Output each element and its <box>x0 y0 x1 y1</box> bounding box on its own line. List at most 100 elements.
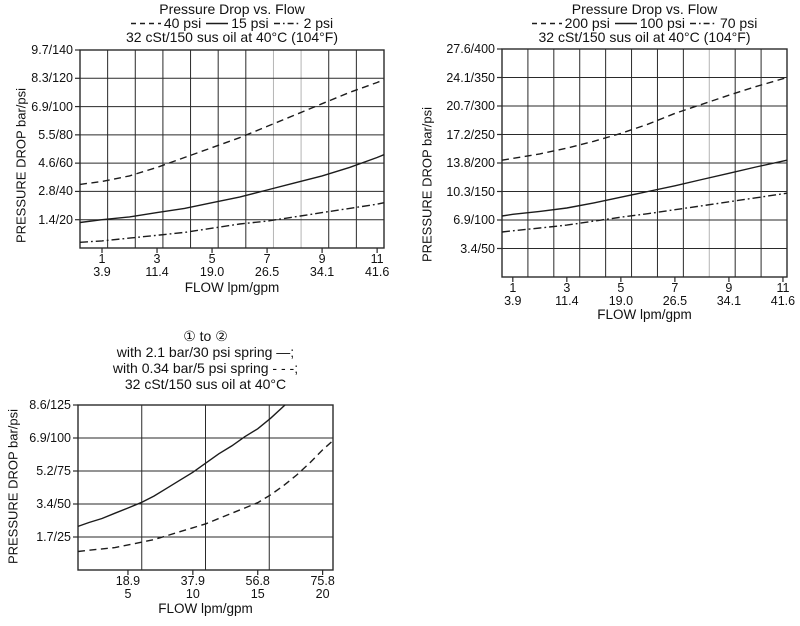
legend-item: 100 psi <box>614 15 685 31</box>
y-tick-label: 1.4/20 <box>38 212 73 227</box>
x-tick-top-value: 3 <box>153 252 161 266</box>
x-tick-label: 18.9 5 <box>98 575 158 601</box>
y-tick-label: 20.7/300 <box>446 99 495 113</box>
x-tick-top-value: 37.9 <box>180 574 206 588</box>
x-tick-bottom-value: 19.0 <box>608 294 634 308</box>
x-tick-bottom-value: 34.1 <box>309 265 335 279</box>
x-tick-bottom-value: 34.1 <box>716 294 742 308</box>
x-tick-label: 3 11.4 <box>537 282 597 308</box>
x-tick-top-value: 1 <box>509 281 517 295</box>
y-tick-label: 8.3/120 <box>31 71 73 86</box>
y-tick-label: 3.4/50 <box>36 497 71 511</box>
legend-item: 2 psi <box>273 15 334 31</box>
chart1-legend: 40 psi 15 psi 2 psi <box>70 15 394 31</box>
x-tick-label: 3 11.4 <box>127 253 187 279</box>
x-tick-label: 11 41.6 <box>753 282 800 308</box>
chart2-legend: 200 psi 100 psi 70 psi <box>477 15 800 31</box>
legend-line-sample-dashdot <box>689 22 717 24</box>
chart3-title-ports: ① to ② <box>183 328 228 344</box>
chart1-title: Pressure Drop vs. Flow <box>159 1 305 17</box>
x-tick-label: 7 26.5 <box>237 253 297 279</box>
y-tick-label: 24.1/350 <box>446 70 495 85</box>
x-tick-bottom-value: 15 <box>250 587 265 601</box>
legend-label: 200 psi <box>564 15 610 31</box>
y-tick-label: 3.4/50 <box>460 241 495 256</box>
x-tick-top-value: 9 <box>318 252 326 266</box>
y-tick-label: 6.9/100 <box>31 99 73 114</box>
plot-border <box>79 49 385 249</box>
x-tick-top-value: 11 <box>370 252 384 266</box>
chart1-y-axis-title: PRESSURE DROP bar/psi <box>13 87 29 244</box>
legend-item: 200 psi <box>531 15 610 31</box>
x-tick-bottom-value: 3.9 <box>504 294 522 308</box>
legend-item: 70 psi <box>689 15 757 31</box>
x-tick-top-value: 3 <box>563 281 571 295</box>
x-tick-bottom-value: 19.0 <box>199 265 225 279</box>
x-tick-top-value: 11 <box>776 281 790 295</box>
chart2-title: Pressure Drop vs. Flow <box>571 1 718 17</box>
chart3-x-axis-title: FLOW lpm/gpm <box>158 601 253 616</box>
y-tick-label: 5.5/80 <box>38 127 73 142</box>
x-tick-label: 5 19.0 <box>182 253 242 279</box>
x-tick-bottom-value: 5 <box>124 587 132 601</box>
legend-label: 2 psi <box>303 15 334 31</box>
x-tick-bottom-value: 11.4 <box>145 265 169 279</box>
x-tick-top-value: 7 <box>671 281 679 295</box>
series-curve-70-psi <box>501 192 788 233</box>
x-tick-bottom-value: 41.6 <box>770 294 796 308</box>
legend-label: 40 psi <box>163 15 202 31</box>
x-tick-bottom-value: 20 <box>315 587 330 601</box>
y-tick-label: 6.9/100 <box>29 431 71 445</box>
x-tick-bottom-value: 41.6 <box>364 265 390 279</box>
x-tick-top-value: 9 <box>725 281 733 295</box>
x-tick-bottom-value: 11.4 <box>555 294 579 308</box>
series-curve-200-psi <box>501 76 788 161</box>
y-tick-label: 2.8/40 <box>38 184 73 199</box>
legend-label: 15 psi <box>231 15 269 31</box>
x-tick-label: 1 3.9 <box>72 253 132 279</box>
legend-item: 40 psi <box>130 15 202 31</box>
x-tick-label: 11 41.6 <box>347 253 407 279</box>
chart2-x-axis-title: FLOW lpm/gpm <box>597 307 692 322</box>
y-tick-label: 1.7/25 <box>36 530 71 544</box>
chart2-subtitle: 32 cSt/150 sus oil at 40°C (104°F) <box>538 29 751 45</box>
x-tick-top-value: 56.8 <box>245 574 270 588</box>
chart1-x-axis-title: FLOW lpm/gpm <box>184 280 280 295</box>
series-curve-0-34-bar-5-psi-spring <box>77 440 334 553</box>
y-tick-label: 4.6/60 <box>38 156 73 171</box>
y-tick-label: 10.3/150 <box>446 184 495 199</box>
y-tick-label: 8.6/125 <box>29 398 71 412</box>
legend-line-sample-solid <box>206 22 229 24</box>
chart3-title-oil: 32 cSt/150 sus oil at 40°C <box>124 376 287 392</box>
chart3-y-axis-title: PRESSURE DROP bar/psi <box>5 408 21 565</box>
series-curve-2-1-bar-30-psi-spring <box>77 404 286 528</box>
x-tick-label: 37.9 10 <box>163 575 223 601</box>
x-tick-label: 9 34.1 <box>699 282 759 308</box>
legend-label: 100 psi <box>639 15 685 31</box>
x-tick-bottom-value: 3.9 <box>93 265 111 279</box>
y-tick-label: 6.9/100 <box>453 213 495 227</box>
y-tick-label: 9.7/140 <box>31 43 73 57</box>
x-tick-bottom-value: 26.5 <box>254 265 280 279</box>
legend-line-sample-dashed <box>130 22 161 24</box>
series-curve-100-psi <box>501 159 788 217</box>
plot-border <box>77 404 334 571</box>
x-tick-label: 1 3.9 <box>483 282 543 308</box>
chart3-title-spring-5psi: with 0.34 bar/5 psi spring - - -; <box>112 360 299 376</box>
series-curve-2-psi <box>79 202 385 243</box>
y-tick-label: 27.6/400 <box>446 42 495 56</box>
chart2-y-axis-title: PRESSURE DROP bar/psi <box>419 106 435 263</box>
x-tick-label: 9 34.1 <box>292 253 352 279</box>
legend-line-sample-dashed <box>531 22 562 24</box>
x-tick-top-value: 75.8 <box>310 574 335 588</box>
legend-line-sample-solid <box>614 22 637 24</box>
x-tick-bottom-value: 10 <box>185 587 200 601</box>
y-tick-label: 5.2/75 <box>36 464 71 478</box>
chart3-title-spring-30psi: with 2.1 bar/30 psi spring —; <box>116 344 295 360</box>
x-tick-label: 56.8 15 <box>228 575 288 601</box>
x-tick-top-value: 1 <box>98 252 106 266</box>
x-tick-top-value: 5 <box>208 252 216 266</box>
series-curve-15-psi <box>79 154 385 224</box>
